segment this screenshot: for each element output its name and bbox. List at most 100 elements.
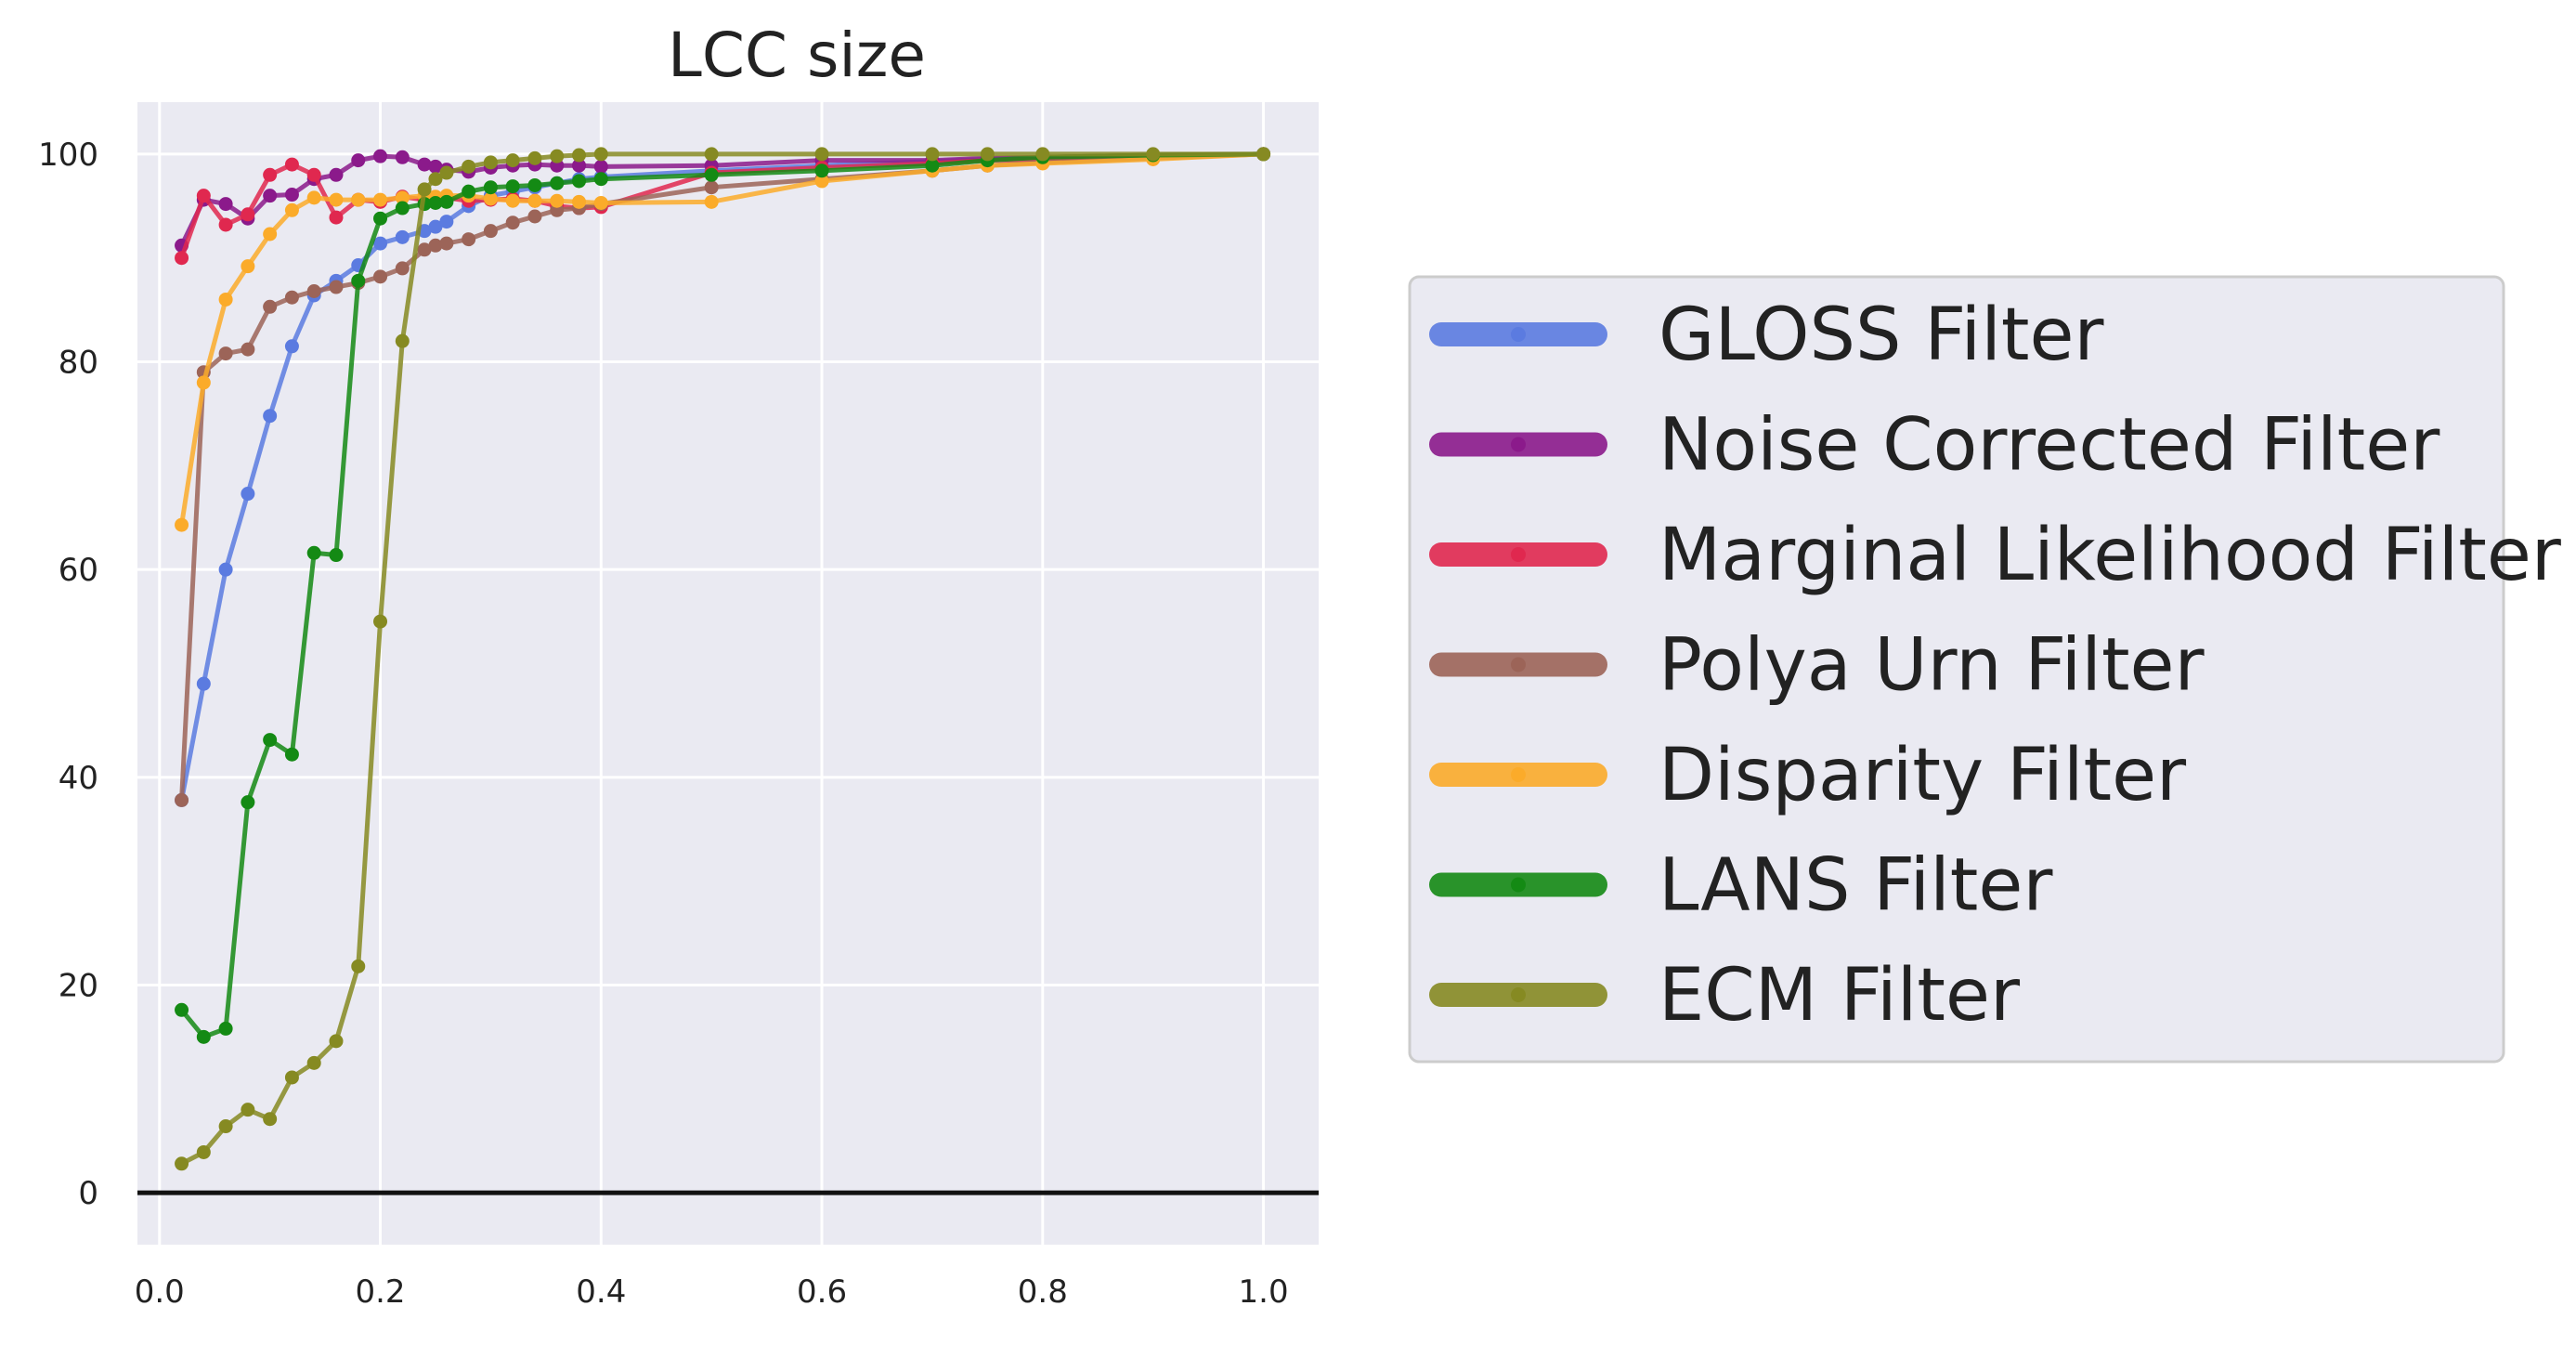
data-point bbox=[395, 201, 410, 215]
data-point bbox=[284, 188, 299, 202]
y-tick-label: 60 bbox=[59, 552, 98, 589]
data-point bbox=[196, 375, 211, 390]
legend-marker bbox=[1511, 437, 1526, 452]
data-point bbox=[175, 792, 189, 807]
data-point bbox=[439, 165, 454, 180]
y-tick-label: 40 bbox=[59, 760, 98, 797]
data-point bbox=[483, 155, 498, 170]
data-point bbox=[218, 562, 233, 577]
data-point bbox=[428, 219, 443, 234]
series-line bbox=[179, 151, 1264, 1039]
data-point bbox=[306, 545, 321, 560]
data-point bbox=[218, 346, 233, 361]
data-point bbox=[373, 211, 388, 226]
data-point bbox=[218, 292, 233, 307]
data-point bbox=[373, 614, 388, 629]
data-point bbox=[306, 190, 321, 205]
data-point bbox=[980, 147, 995, 162]
data-point bbox=[284, 1070, 299, 1085]
legend-marker bbox=[1511, 547, 1526, 562]
data-point bbox=[925, 158, 940, 173]
legend-label: Polya Urn Filter bbox=[1659, 624, 2205, 708]
data-point bbox=[263, 167, 278, 182]
data-point bbox=[814, 174, 829, 189]
data-point bbox=[351, 959, 366, 973]
data-point bbox=[1146, 147, 1161, 162]
data-point bbox=[241, 207, 255, 222]
data-point bbox=[284, 747, 299, 762]
data-point bbox=[572, 148, 587, 163]
data-point bbox=[428, 238, 443, 253]
data-point bbox=[196, 189, 211, 203]
legend-label: LANS Filter bbox=[1659, 844, 2053, 928]
data-point bbox=[196, 676, 211, 691]
data-point bbox=[593, 195, 608, 210]
data-point bbox=[439, 236, 454, 251]
x-tick-label: 0.0 bbox=[135, 1273, 185, 1311]
data-point bbox=[505, 193, 520, 208]
data-point bbox=[284, 290, 299, 305]
data-point bbox=[483, 191, 498, 206]
data-point bbox=[196, 1144, 211, 1159]
data-point bbox=[505, 179, 520, 194]
legend-marker bbox=[1511, 987, 1526, 1002]
data-point bbox=[417, 157, 432, 172]
data-point bbox=[263, 733, 278, 748]
data-point bbox=[218, 1119, 233, 1134]
legend-item: Polya Urn Filter bbox=[1429, 624, 2205, 708]
legend-marker bbox=[1511, 877, 1526, 893]
data-point bbox=[395, 229, 410, 244]
data-point bbox=[593, 147, 608, 162]
series-line bbox=[179, 151, 1264, 259]
legend-item: Marginal Likelihood Filter bbox=[1429, 514, 2562, 597]
x-tick-label: 0.6 bbox=[797, 1273, 847, 1311]
data-point bbox=[527, 209, 542, 224]
legend-item: ECM Filter bbox=[1429, 954, 2021, 1038]
data-point bbox=[572, 194, 587, 209]
data-point bbox=[428, 172, 443, 187]
legend-item: Noise Corrected Filter bbox=[1429, 404, 2440, 488]
legend-item: Disparity Filter bbox=[1429, 734, 2187, 817]
data-point bbox=[483, 180, 498, 195]
legend-label: Disparity Filter bbox=[1659, 734, 2187, 817]
data-point bbox=[284, 202, 299, 217]
data-point bbox=[462, 159, 476, 174]
legend-box bbox=[1408, 275, 2505, 1064]
legend-label: ECM Filter bbox=[1659, 954, 2021, 1038]
chart-title: LCC size bbox=[668, 20, 926, 91]
data-point bbox=[241, 1103, 255, 1117]
legend: GLOSS Filter Noise Corrected Filter Margin… bbox=[1408, 275, 2562, 1064]
data-point bbox=[218, 197, 233, 212]
x-tick-label: 0.8 bbox=[1018, 1273, 1068, 1311]
data-point bbox=[351, 273, 366, 288]
series-line bbox=[180, 151, 1264, 1167]
data-point bbox=[1256, 147, 1271, 162]
data-point bbox=[263, 299, 278, 314]
data-point bbox=[175, 1002, 189, 1017]
data-point bbox=[329, 280, 344, 294]
data-point bbox=[505, 153, 520, 168]
y-tick-label: 0 bbox=[78, 1175, 98, 1212]
data-point bbox=[241, 487, 255, 502]
data-series bbox=[175, 147, 1271, 1171]
data-point bbox=[306, 1055, 321, 1070]
data-point bbox=[428, 195, 443, 210]
data-point bbox=[704, 194, 719, 209]
data-point bbox=[175, 1156, 189, 1171]
legend-label: Marginal Likelihood Filter bbox=[1659, 514, 2562, 597]
y-tick-label: 100 bbox=[38, 137, 98, 174]
x-tick-label: 0.2 bbox=[355, 1273, 405, 1311]
data-point bbox=[284, 339, 299, 354]
data-point bbox=[417, 182, 432, 197]
data-point bbox=[329, 210, 344, 225]
x-tick-label: 1.0 bbox=[1239, 1273, 1289, 1311]
data-point bbox=[263, 227, 278, 242]
data-point bbox=[351, 192, 366, 207]
legend-item: LANS Filter bbox=[1429, 844, 2053, 928]
data-point bbox=[329, 548, 344, 563]
data-point bbox=[284, 157, 299, 172]
legend-marker bbox=[1511, 327, 1526, 342]
data-point bbox=[373, 192, 388, 207]
legend-marker bbox=[1511, 657, 1526, 672]
